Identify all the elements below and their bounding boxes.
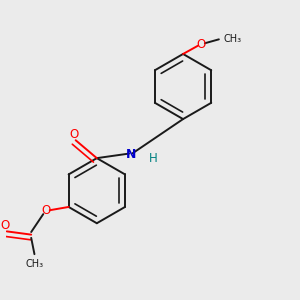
- Text: O: O: [196, 38, 206, 51]
- Text: O: O: [1, 219, 10, 232]
- Text: N: N: [126, 148, 136, 161]
- Text: O: O: [69, 128, 79, 141]
- Text: O: O: [41, 204, 50, 217]
- Text: CH₃: CH₃: [224, 34, 242, 44]
- Text: H: H: [149, 152, 158, 165]
- Text: CH₃: CH₃: [26, 259, 44, 269]
